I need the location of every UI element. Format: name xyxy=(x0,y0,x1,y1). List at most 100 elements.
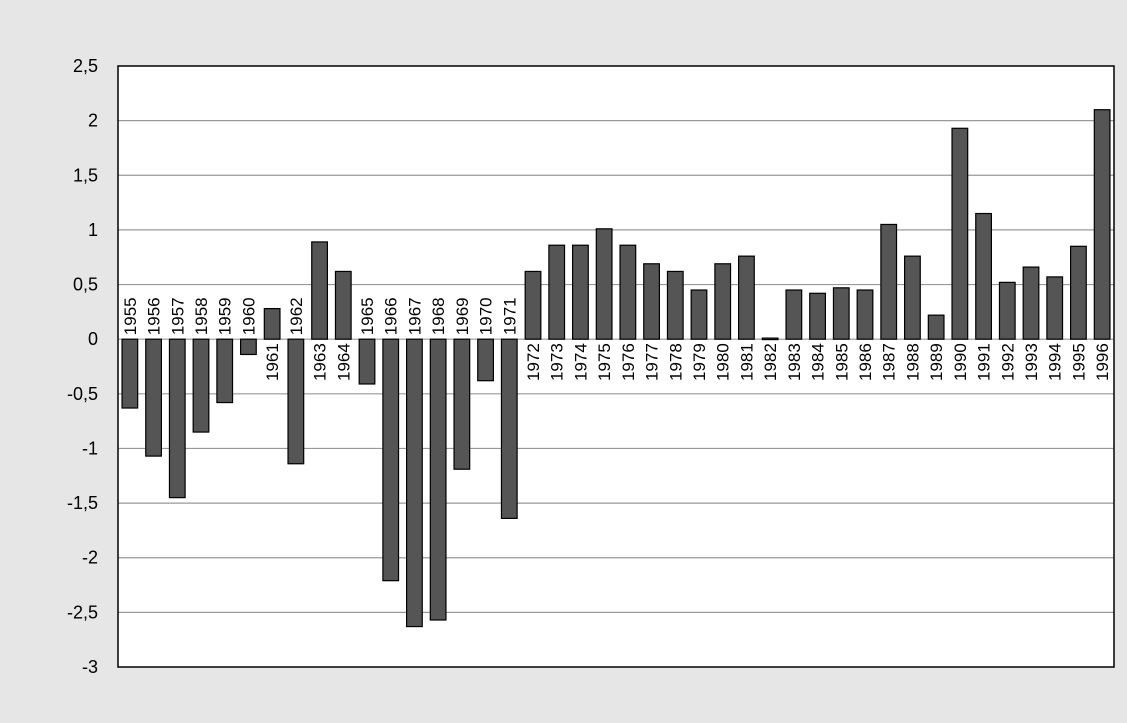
bar-1961 xyxy=(263,307,281,340)
bar-1962 xyxy=(287,338,305,465)
bar-1970 xyxy=(477,338,494,382)
category-label-1956: 1956 xyxy=(145,297,164,335)
bar-1968 xyxy=(429,338,447,621)
category-label-1961: 1961 xyxy=(263,343,282,381)
category-label-1994: 1994 xyxy=(1046,343,1065,381)
category-label-1992: 1992 xyxy=(998,343,1017,381)
bar-1994 xyxy=(1046,276,1064,340)
bar-1981 xyxy=(738,255,755,340)
category-label-1955: 1955 xyxy=(121,297,140,335)
y-tick-label: 1 xyxy=(88,220,98,240)
category-label-1969: 1969 xyxy=(453,297,472,335)
category-label-1972: 1972 xyxy=(524,343,543,381)
bars xyxy=(121,109,1111,628)
bar-1990 xyxy=(951,127,969,340)
category-label-1985: 1985 xyxy=(832,343,851,381)
category-label-1958: 1958 xyxy=(192,297,211,335)
y-tick-label: 0,5 xyxy=(73,275,98,295)
plot-border xyxy=(117,65,1115,668)
bar-1966 xyxy=(382,338,400,582)
bar-1986 xyxy=(856,289,874,340)
y-tick-label: -2,5 xyxy=(67,602,98,622)
bar-1995 xyxy=(1070,245,1087,340)
bar-1989 xyxy=(927,314,945,340)
bar-1976 xyxy=(619,244,637,340)
y-tick-label: 0 xyxy=(88,329,98,349)
category-label-1991: 1991 xyxy=(975,343,994,381)
y-tick-label: -3 xyxy=(82,657,98,677)
category-label-1959: 1959 xyxy=(216,297,235,335)
plot-area xyxy=(118,66,1114,667)
bar-1972 xyxy=(524,270,542,340)
category-label-1973: 1973 xyxy=(548,343,567,381)
bar-1985 xyxy=(832,287,850,340)
y-tick-label: -1 xyxy=(82,438,98,458)
category-label-1996: 1996 xyxy=(1093,343,1112,381)
category-label-1967: 1967 xyxy=(405,297,424,335)
bar-1984 xyxy=(809,292,826,340)
bar-1955 xyxy=(121,338,139,409)
category-label-1984: 1984 xyxy=(809,343,828,381)
bar-1983 xyxy=(785,289,803,340)
bar-1960 xyxy=(240,338,257,356)
category-label-1976: 1976 xyxy=(619,343,638,381)
bar-1993 xyxy=(1022,266,1040,340)
category-label-1957: 1957 xyxy=(168,297,187,335)
category-label-1960: 1960 xyxy=(239,297,258,335)
category-label-1987: 1987 xyxy=(880,343,899,381)
category-label-1968: 1968 xyxy=(429,297,448,335)
category-label-1971: 1971 xyxy=(500,297,519,335)
y-tick-label: 2 xyxy=(88,111,98,131)
bar-1991 xyxy=(975,212,992,340)
category-label-1978: 1978 xyxy=(666,343,685,381)
bar-1988 xyxy=(904,255,921,340)
bar-1974 xyxy=(572,244,589,340)
bar-1958 xyxy=(192,338,210,433)
bar-1963 xyxy=(311,241,328,340)
category-label-1990: 1990 xyxy=(951,343,970,381)
bar-1956 xyxy=(145,338,162,457)
bar-1979 xyxy=(690,289,708,340)
category-label-1982: 1982 xyxy=(761,343,780,381)
category-label-1966: 1966 xyxy=(382,297,401,335)
bar-1987 xyxy=(880,223,898,340)
bar-1967 xyxy=(406,338,423,628)
category-label-1963: 1963 xyxy=(311,343,330,381)
grid-lines xyxy=(118,120,1114,613)
category-label-1970: 1970 xyxy=(477,297,496,335)
bar-1959 xyxy=(216,338,234,404)
bar-1973 xyxy=(548,244,566,340)
category-label-1989: 1989 xyxy=(927,343,946,381)
category-label-1988: 1988 xyxy=(903,343,922,381)
bar-1975 xyxy=(595,228,613,340)
bar-1957 xyxy=(168,338,186,499)
y-tick-label: -0,5 xyxy=(67,384,98,404)
bar-1969 xyxy=(453,338,471,470)
category-label-1962: 1962 xyxy=(287,297,306,335)
y-tick-label: 2,5 xyxy=(73,56,98,76)
y-tick-label: 1,5 xyxy=(73,165,98,185)
category-label-1981: 1981 xyxy=(737,343,756,381)
category-label-1975: 1975 xyxy=(595,343,614,381)
category-label-1974: 1974 xyxy=(571,343,590,381)
bar-1978 xyxy=(666,270,684,340)
y-tick-label: -1,5 xyxy=(67,493,98,513)
category-label-1980: 1980 xyxy=(714,343,733,381)
bar-1996 xyxy=(1093,109,1111,340)
category-label-1964: 1964 xyxy=(334,343,353,381)
category-label-1977: 1977 xyxy=(643,343,662,381)
category-label-1979: 1979 xyxy=(690,343,709,381)
bar-1971 xyxy=(500,338,518,519)
bar-1992 xyxy=(998,281,1016,340)
bar-1980 xyxy=(714,263,732,340)
y-axis-ticks: 2,5 2 1,5 1 0,5 0 -0,5 -1 -1,5 -2 -2,5 -3 xyxy=(67,56,98,677)
bar-1977 xyxy=(643,263,660,340)
y-tick-label: -2 xyxy=(82,548,98,568)
bar-1964 xyxy=(334,270,352,340)
bar-1965 xyxy=(358,338,376,385)
category-label-1993: 1993 xyxy=(1022,343,1041,381)
category-label-1983: 1983 xyxy=(785,343,804,381)
category-label-1965: 1965 xyxy=(358,297,377,335)
